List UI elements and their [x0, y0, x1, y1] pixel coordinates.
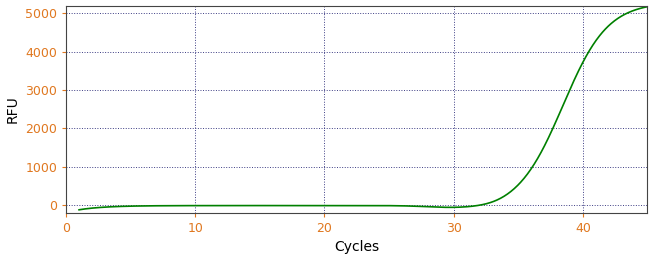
X-axis label: Cycles: Cycles	[334, 240, 379, 255]
Y-axis label: RFU: RFU	[6, 95, 20, 123]
